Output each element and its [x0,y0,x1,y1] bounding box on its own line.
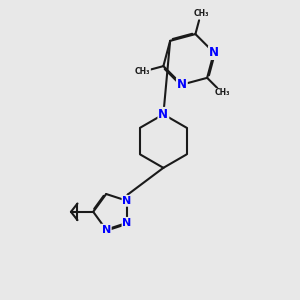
Text: N: N [122,218,132,228]
Text: N: N [122,196,132,206]
Text: N: N [209,46,219,59]
Text: N: N [158,108,168,121]
Text: N: N [177,78,187,91]
Text: N: N [101,225,111,235]
Text: CH₃: CH₃ [193,9,209,18]
Text: CH₃: CH₃ [135,67,151,76]
Text: CH₃: CH₃ [214,88,230,98]
